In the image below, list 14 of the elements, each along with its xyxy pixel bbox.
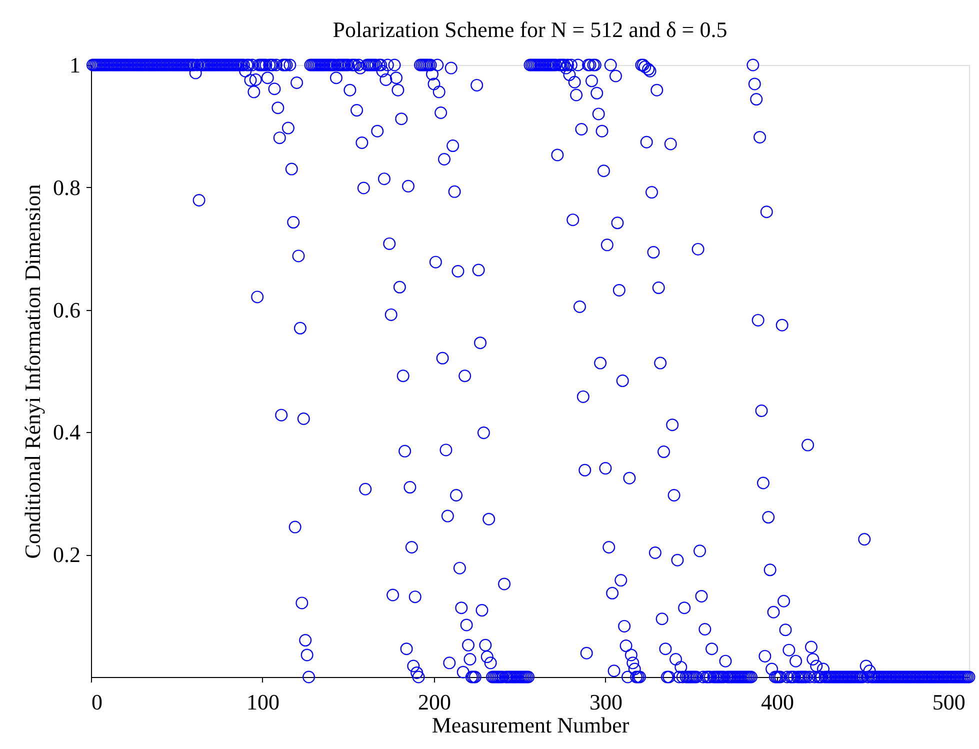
x-axis-title: Measurement Number [432, 712, 630, 738]
y-tick-label: 0.2 [53, 542, 80, 568]
y-axis-title: Conditional Rényi Information Dimension [20, 184, 45, 559]
x-tick-label: 400 [760, 690, 794, 714]
y-tick-label: 1 [70, 52, 80, 78]
y-tick-label: 0.8 [53, 174, 80, 200]
y-tick-label: 0.4 [53, 420, 80, 445]
y-tick-label: 0.6 [53, 297, 80, 322]
x-tick-label: 0 [92, 690, 102, 714]
x-tick-label: 200 [418, 690, 451, 714]
x-tick-label: 300 [589, 690, 622, 714]
chart-title: Polarization Scheme for N = 512 and δ = 0.5 [332, 17, 728, 42]
x-tick-label: 500 [932, 690, 966, 714]
x-tick-label: 100 [246, 690, 280, 714]
